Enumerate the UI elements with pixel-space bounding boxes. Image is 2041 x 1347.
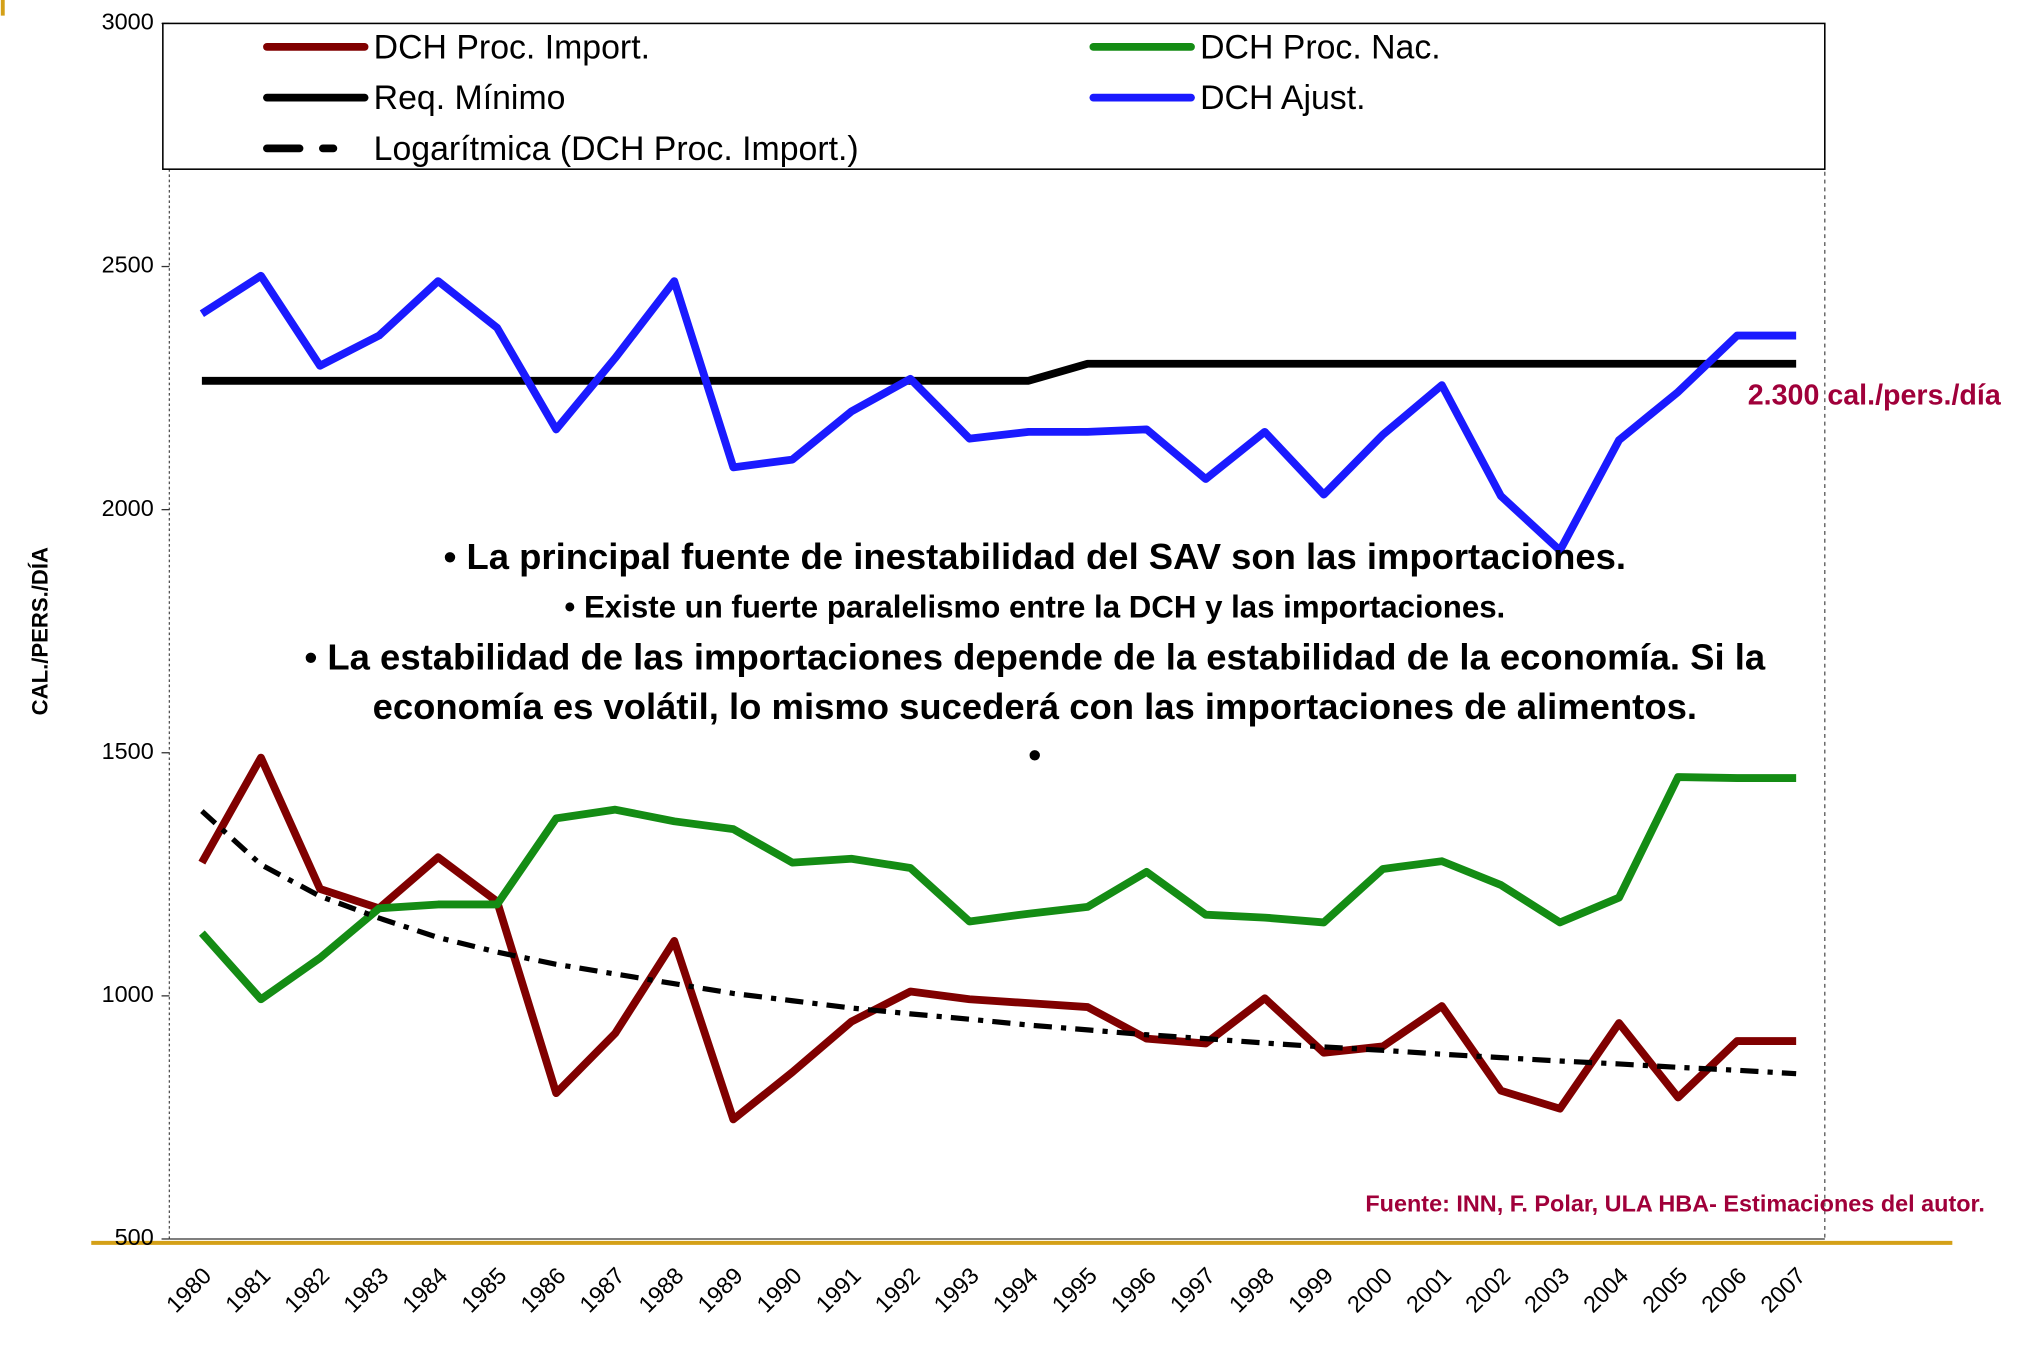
x-tick-label: 1996 bbox=[1106, 1262, 1161, 1317]
annotation: • bbox=[1028, 734, 1041, 775]
legend-label: DCH Ajust. bbox=[1200, 79, 1365, 117]
x-tick-label: 1997 bbox=[1165, 1262, 1220, 1317]
x-tick-label: 2006 bbox=[1696, 1262, 1751, 1317]
x-tick-label: 2004 bbox=[1578, 1262, 1633, 1317]
y-tick-label: 1500 bbox=[102, 738, 154, 764]
x-tick-label: 1987 bbox=[574, 1262, 629, 1317]
x-tick-label: 1984 bbox=[397, 1262, 452, 1317]
x-tick-label: 1995 bbox=[1047, 1262, 1102, 1317]
series-line bbox=[200, 809, 1797, 1077]
x-tick-label: 2005 bbox=[1637, 1262, 1692, 1317]
y-tick-label: 2000 bbox=[102, 495, 154, 521]
x-tick-label: 1993 bbox=[929, 1262, 984, 1317]
x-tick-label: 2002 bbox=[1460, 1262, 1515, 1317]
x-tick-label: 1992 bbox=[870, 1262, 925, 1317]
x-tick-label: 1994 bbox=[988, 1262, 1043, 1317]
x-tick-label: 1980 bbox=[161, 1262, 216, 1317]
y-tick-label: 2500 bbox=[102, 252, 154, 278]
legend-label: Req. Mínimo bbox=[374, 79, 566, 117]
annotation: • Existe un fuerte paralelismo entre la … bbox=[564, 589, 1505, 624]
annotation: economía es volátil, lo mismo sucederá c… bbox=[373, 686, 1697, 727]
annotation: • La estabilidad de las importaciones de… bbox=[305, 636, 1766, 677]
x-tick-label: 2003 bbox=[1519, 1262, 1574, 1317]
y-tick-label: 1000 bbox=[102, 981, 154, 1007]
x-tick-label: 1982 bbox=[279, 1262, 334, 1317]
annotation: • La principal fuente de inestabilidad d… bbox=[444, 536, 1626, 577]
x-tick-label: 1999 bbox=[1283, 1262, 1338, 1317]
x-tick-label: 1985 bbox=[456, 1262, 511, 1317]
annotation: Fuente: INN, F. Polar, ULA HBA- Estimaci… bbox=[1365, 1190, 1985, 1216]
x-tick-label: 1989 bbox=[693, 1262, 748, 1317]
x-tick-label: 1981 bbox=[220, 1262, 275, 1317]
legend-label: DCH Proc. Import. bbox=[374, 28, 650, 66]
x-tick-label: 1986 bbox=[515, 1262, 570, 1317]
series-line bbox=[198, 773, 1797, 1004]
x-tick-label: 2007 bbox=[1755, 1262, 1810, 1317]
y-tick-label: 500 bbox=[115, 1224, 154, 1250]
series-line bbox=[199, 271, 1797, 555]
series-line bbox=[198, 753, 1797, 1124]
x-tick-label: 1990 bbox=[752, 1262, 807, 1317]
x-tick-label: 1983 bbox=[338, 1262, 393, 1317]
y-tick-label: 3000 bbox=[102, 9, 154, 35]
y-axis-label: CAL./PERS./DÍA bbox=[28, 547, 53, 715]
legend-label: Logarítmica (DCH Proc. Import.) bbox=[374, 130, 859, 168]
legend-label: DCH Proc. Nac. bbox=[1200, 28, 1441, 66]
legend-box bbox=[162, 22, 1826, 170]
x-tick-label: 1998 bbox=[1224, 1262, 1279, 1317]
x-tick-label: 1988 bbox=[633, 1262, 688, 1317]
x-tick-label: 2001 bbox=[1401, 1262, 1456, 1317]
annotation: 2.300 cal./pers./día bbox=[1748, 380, 2002, 412]
x-tick-label: 1991 bbox=[811, 1262, 866, 1317]
series-line bbox=[201, 359, 1797, 385]
x-tick-label: 2000 bbox=[1342, 1262, 1397, 1317]
